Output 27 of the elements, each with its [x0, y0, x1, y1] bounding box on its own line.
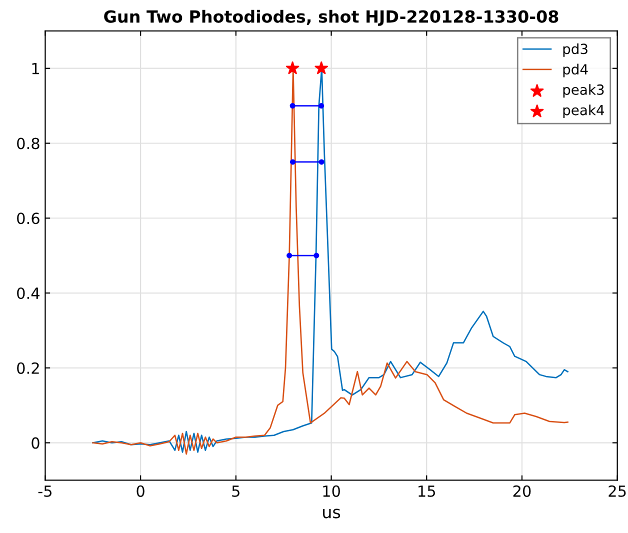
x-tick-label: 20 [513, 485, 531, 497]
y-tick-label: 0 [32, 437, 40, 449]
y-tick-label: 0.8 [17, 138, 40, 150]
legend-label: peak4 [563, 104, 604, 118]
point [290, 103, 296, 109]
legend-label: peak3 [563, 84, 604, 98]
y-tick-label: 0.6 [17, 212, 40, 224]
chart-title: Gun Two Photodiodes, shot HJD-220128-1330-08 [104, 10, 558, 26]
y-tick-label: 0.2 [17, 362, 39, 374]
point [314, 61, 328, 74]
point [314, 252, 320, 258]
point [318, 103, 324, 109]
y-tick-label: 1 [32, 63, 39, 74]
point [286, 61, 300, 74]
point [286, 252, 292, 258]
x-axis-title: us [323, 508, 340, 518]
x-tick-label: -5 [38, 486, 52, 497]
point [290, 159, 296, 165]
x-tick-label: 10 [323, 485, 340, 497]
legend-label: pd3 [563, 43, 588, 57]
x-tick-label: 15 [418, 486, 436, 497]
x-tick-label: 5 [232, 486, 240, 497]
y-tick-label: 0.4 [17, 287, 40, 300]
point [318, 159, 324, 165]
x-tick-label: 0 [136, 485, 144, 497]
x-tick-label: 25 [608, 485, 626, 497]
legend-label: pd4 [563, 64, 588, 78]
